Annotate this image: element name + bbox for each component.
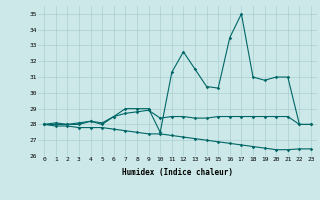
X-axis label: Humidex (Indice chaleur): Humidex (Indice chaleur) (122, 168, 233, 177)
